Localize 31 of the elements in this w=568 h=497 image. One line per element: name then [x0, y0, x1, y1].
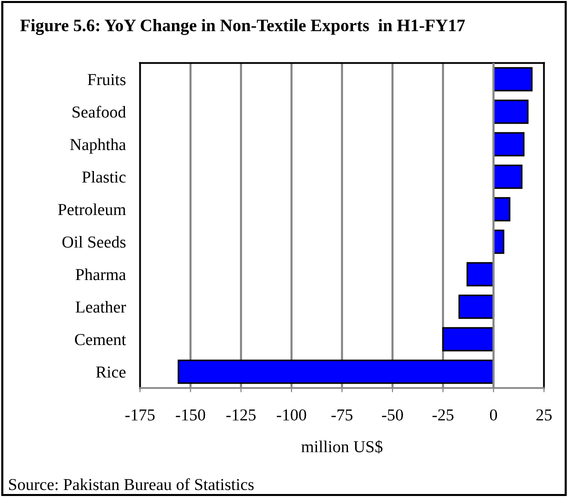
- bar: [492, 132, 524, 156]
- y-tick-label: Leather: [76, 300, 126, 313]
- bar: [492, 100, 529, 124]
- y-tick-label: Pharma: [76, 268, 126, 280]
- bar: [492, 164, 522, 189]
- x-tick-label: -175: [125, 409, 155, 421]
- x-tick-label: -25: [432, 409, 454, 421]
- y-tick-label: Seafood: [72, 106, 126, 118]
- x-tick-label: 25: [536, 409, 552, 421]
- bar: [466, 262, 494, 286]
- bar: [442, 327, 494, 352]
- x-axis-title: million US$: [301, 440, 382, 454]
- x-tick-label: 0: [490, 409, 498, 421]
- y-tick-label: Fruits: [88, 74, 126, 86]
- bar: [492, 197, 510, 222]
- x-tick-label: -75: [332, 409, 352, 421]
- y-tick-label: Oil Seeds: [62, 236, 126, 248]
- bar: [458, 294, 494, 319]
- x-tick-label: -125: [226, 409, 256, 421]
- y-tick-label: Naphtha: [70, 138, 126, 154]
- x-tick-label: -100: [276, 409, 306, 421]
- bar: [178, 360, 494, 384]
- chart-title: Figure 5.6: YoY Change in Non-Textile Exports in H1-FY17: [20, 19, 465, 35]
- x-tick-label: -150: [176, 409, 206, 421]
- y-tick-label: Cement: [74, 334, 126, 346]
- source-note: Source: Pakistan Bureau of Statistics: [9, 478, 254, 490]
- x-tick-label: -50: [382, 409, 403, 421]
- y-tick-label: Rice: [96, 366, 126, 378]
- bar: [492, 67, 533, 92]
- y-tick-label: Petroleum: [58, 203, 126, 216]
- y-tick-label: Plastic: [82, 170, 126, 183]
